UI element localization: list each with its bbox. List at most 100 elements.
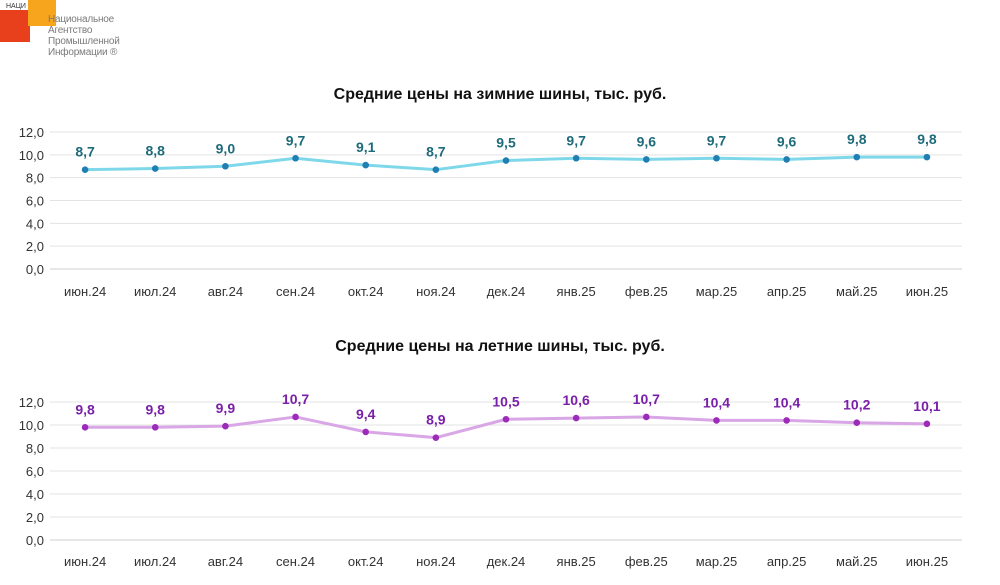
logo-wordmark: Национальное Агентство Промышленной Инфо… [48,14,138,58]
data-label: 10,1 [913,398,940,414]
data-label: 8,7 [75,144,95,160]
y-tick-label: 10,0 [19,418,44,433]
data-point [502,157,510,164]
y-tick-label: 8,0 [26,441,44,456]
y-tick-label: 2,0 [26,239,44,254]
y-tick-label: 12,0 [19,125,44,140]
data-label: 10,2 [843,397,870,413]
data-label: 9,4 [356,406,376,422]
x-tick-label: авг.24 [208,284,243,299]
data-label: 9,8 [917,131,937,147]
y-tick-label: 6,0 [26,194,44,209]
data-point [292,154,299,162]
x-tick-label: янв.25 [557,554,596,569]
x-tick-label: июл.24 [134,554,176,569]
data-point [853,419,861,426]
logo-red-square [0,10,30,42]
data-point [783,417,790,424]
logo-line: Информации ® [48,47,118,58]
y-tick-label: 8,0 [26,171,44,186]
summer-tires-chart: 0,0 2,0 4,0 6,0 8,0 10,0 12,0 июн.24 июл.24 авг.2… [19,391,962,569]
x-tick-label: фев.25 [625,554,668,569]
data-label: 9,9 [216,400,236,416]
x-tick-label: июл.24 [134,284,176,299]
data-point [643,413,650,421]
y-tick-label: 6,0 [26,464,44,479]
x-tick-label: авг.24 [208,554,243,569]
logo-abbrev: НАЦИ [6,3,26,10]
x-tick-label: ноя.24 [416,554,456,569]
x-tick-label: июн.24 [64,554,106,569]
data-label: 9,8 [847,131,867,147]
x-tick-label: фев.25 [625,284,668,299]
logo: НАЦИ Национальное Агентство Промышленной… [0,0,130,70]
data-point [292,413,299,421]
data-label: 10,7 [633,391,660,407]
x-tick-label: июн.24 [64,284,106,299]
y-tick-label: 0,0 [26,533,44,548]
data-label: 9,1 [356,139,376,155]
x-tick-label: май.25 [836,554,878,569]
y-tick-label: 4,0 [26,487,44,502]
data-point [643,156,650,163]
data-point [362,161,369,169]
summer-chart-title: Средние цены на летние шины, тыс. руб. [335,338,665,355]
data-label: 10,5 [492,393,519,409]
y-tick-label: 12,0 [19,395,44,410]
data-point [81,166,89,173]
data-label: 8,9 [426,412,446,428]
data-point [853,153,861,161]
x-tick-label: дек.24 [487,554,526,569]
x-tick-label: янв.25 [557,284,596,299]
data-label: 9,6 [777,133,797,149]
logo-line: Агентство [48,25,93,36]
y-tick-label: 0,0 [26,262,44,277]
logo-line: Промышленной [48,36,120,47]
data-point [222,422,229,430]
x-tick-label: мар.25 [696,554,737,569]
data-point [783,156,790,163]
data-label: 10,6 [563,392,590,408]
data-point [222,162,229,170]
data-point [713,154,720,162]
y-tick-label: 4,0 [26,216,44,231]
data-point [713,417,720,424]
data-label: 9,7 [566,132,586,148]
data-label: 10,7 [282,391,309,407]
data-point [502,415,510,423]
data-label: 8,8 [145,143,165,159]
x-tick-label: май.25 [836,284,878,299]
data-point [81,424,89,431]
data-point [923,153,931,161]
data-label: 9,8 [145,401,165,417]
x-tick-label: апр.25 [767,284,807,299]
data-point [432,166,440,173]
data-label: 9,0 [216,140,236,156]
x-tick-label: ноя.24 [416,284,456,299]
x-tick-label: окт.24 [348,554,384,569]
x-tick-label: апр.25 [767,554,807,569]
data-label: 9,7 [707,132,727,148]
x-tick-label: дек.24 [487,284,526,299]
x-tick-label: сен.24 [276,284,315,299]
y-tick-label: 10,0 [19,148,44,163]
data-label: 9,5 [496,135,516,151]
x-tick-label: мар.25 [696,284,737,299]
winter-tires-chart: 0,0 2,0 4,0 6,0 8,0 10,0 12,0 июн.24 июл.24 авг.2… [19,125,962,299]
x-tick-label: июн.25 [906,284,948,299]
logo-line: Национальное [48,14,115,25]
logo-orange-square [28,0,56,26]
data-point [151,424,159,431]
data-point [923,420,931,428]
x-tick-label: июн.25 [906,554,948,569]
data-point [572,414,580,422]
data-point [151,165,159,172]
data-label: 10,4 [703,394,730,410]
data-label: 9,8 [75,401,95,417]
data-label: 8,7 [426,144,446,160]
winter-chart-title: Средние цены на зимние шины, тыс. руб. [333,86,667,103]
data-point [362,428,369,436]
data-label: 9,7 [286,132,306,148]
data-point [572,154,580,162]
x-tick-label: сен.24 [276,554,315,569]
